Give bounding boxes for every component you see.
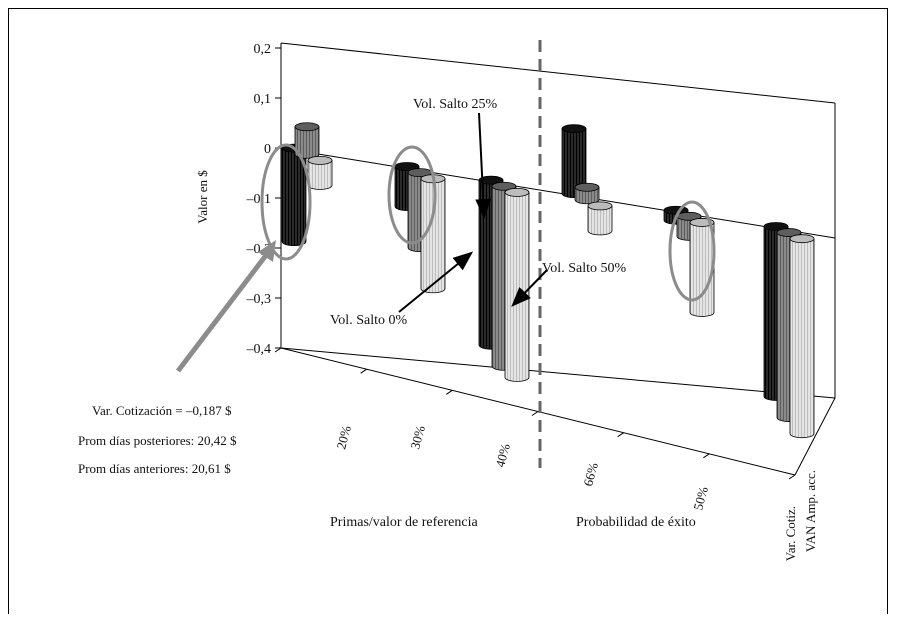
y-tick-label: –0,1 (246, 192, 272, 207)
x-tick (360, 368, 367, 374)
series-label-vol-0: Vol. Salto 0% (330, 313, 407, 328)
annotation-prom-posteriores: Prom días posteriores: 20,42 $ (78, 433, 237, 448)
bar-body (504, 191, 530, 382)
bar-2-series-2 (504, 187, 530, 382)
group-label-probabilidad: Probabilidad de éxito (576, 515, 696, 530)
bar-0-series-1 (294, 122, 320, 159)
y-tick-label: –0,3 (246, 292, 272, 307)
bar-body (587, 205, 613, 236)
bar-cap (307, 155, 333, 165)
y-tick-label: 0,2 (254, 42, 272, 57)
bar-cap (504, 187, 530, 197)
bar-cap (574, 182, 600, 192)
bar-cap (561, 124, 587, 134)
y-tick-label: –0,4 (246, 342, 272, 357)
annotation-prom-anteriores: Prom días anteriores: 20,61 $ (78, 461, 231, 476)
arrow-vol-25 (475, 112, 492, 219)
axis-frame (280, 42, 836, 476)
highlight-ellipse-20 (260, 143, 312, 261)
x-tick-label-20: 20% (333, 424, 354, 451)
bar-cap (478, 175, 504, 185)
bar-cap (789, 234, 815, 244)
bar-3-series-2 (587, 201, 613, 236)
y-tick-group: 0,20,10–0,1–0,2–0,3–0,4 (246, 42, 281, 357)
bar-1-series-2 (420, 174, 446, 294)
bars-group (281, 122, 815, 439)
bar-body (294, 126, 320, 159)
series-label-vol-50: Vol. Salto 50% (542, 261, 626, 276)
bar-body (574, 186, 600, 205)
bar-cap (294, 122, 320, 132)
back-floor-edge (280, 347, 836, 399)
y-axis-label: Valor en $ (195, 170, 210, 224)
bar-body (420, 178, 446, 294)
y-tick-label: 0 (264, 142, 271, 157)
group-label-primas: Primas/valor de referencia (330, 515, 478, 530)
bar-body (689, 222, 715, 317)
bar-body (789, 238, 815, 439)
x-tick (703, 453, 710, 459)
bar-cap (587, 201, 613, 211)
x-tick (788, 474, 796, 480)
bar-4-series-2 (689, 218, 715, 317)
bar-cap (776, 228, 802, 237)
depth-axis-label: VAN Amp. acc. (803, 470, 818, 552)
x-tick-label-var-cotiz: Var. Cotiz. (783, 506, 798, 561)
zero-line (280, 147, 836, 239)
x-tick (617, 432, 624, 438)
bar-3-series-0 (561, 124, 587, 199)
bar-0-series-2 (307, 155, 333, 190)
annotation-var-cotizacion: Var. Cotización = –0,187 $ (92, 403, 232, 418)
x-tick-label-40: 40% (492, 442, 513, 469)
x-tick-label-50: 50% (690, 485, 711, 512)
back-top-edge (280, 42, 836, 104)
x-tick-group (274, 347, 796, 480)
x-tick (274, 347, 282, 353)
y-tick-label: 0,1 (254, 92, 272, 107)
x-tick-label-30: 30% (407, 424, 428, 451)
series-label-vol-25: Vol. Salto 25% (413, 97, 497, 112)
bar-cap (491, 181, 517, 191)
x-tick (531, 411, 539, 416)
highlight-ellipse-50 (668, 200, 716, 302)
figure-frame (8, 8, 888, 614)
x-tick (446, 389, 453, 395)
pointer-arrow (176, 248, 272, 373)
arrow-vol-50 (511, 269, 548, 307)
x-tick-label-66: 66% (580, 461, 601, 488)
floor-right-edge (794, 397, 836, 476)
bar-body (281, 147, 307, 247)
highlight-ellipse-30 (387, 145, 437, 245)
bar-3-series-1 (574, 182, 600, 205)
bar-cap (763, 222, 789, 231)
pointer-arrow-head (258, 240, 276, 262)
bar-5-series-2 (789, 234, 815, 439)
highlight-ellipses (260, 143, 716, 302)
arrow-vol-0 (398, 251, 474, 313)
